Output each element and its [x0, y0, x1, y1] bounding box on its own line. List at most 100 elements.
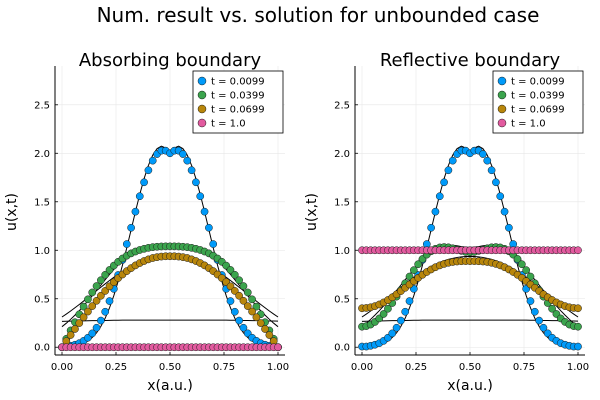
legend-label: t = 1.0: [211, 119, 246, 130]
data-point: [230, 307, 239, 316]
ticks: 0.00 0.25 0.50 0.75 1.00 0.0 0.5 1.0 1.5 2.0 2.5: [334, 100, 589, 373]
ticks: 0.00 0.25 0.50 0.75 1.00 0.0 0.5 1.0 1.5 2.0 2.5: [34, 100, 289, 373]
panel-title: Reflective boundary: [380, 50, 561, 71]
x-tick-label: 0.75: [213, 362, 235, 373]
data-point: [79, 313, 88, 322]
legend-marker: [497, 118, 507, 128]
x-tick-label: 0.00: [51, 362, 73, 373]
legend-label: t = 0.0399: [511, 91, 565, 102]
data-point: [397, 316, 405, 325]
x-tick-label: 0.25: [405, 362, 427, 373]
series-layer: [358, 146, 582, 351]
legend: t = 0.0099 t = 0.0399 t = 0.0699 t = 1.0: [192, 70, 284, 134]
legend-label: t = 0.0099: [211, 77, 265, 88]
data-point: [88, 288, 97, 297]
data-point: [574, 304, 582, 313]
panel-reflective: 0.00 0.25 0.50 0.75 1.00 0.0 0.5 1.0 1.5 2.0 2.5 R…: [304, 50, 589, 394]
legend-marker: [197, 90, 207, 100]
legend-box: [492, 70, 584, 134]
data-point: [530, 307, 539, 316]
x-tick-label: 0.50: [459, 362, 481, 373]
x-tick-label: 0.25: [105, 362, 127, 373]
data-point: [252, 302, 261, 311]
data-point: [256, 319, 265, 327]
data-point: [243, 302, 252, 310]
data-point: [574, 342, 582, 351]
data-point: [140, 178, 148, 187]
figure-title: Num. result vs. solution for unbounded c…: [97, 3, 540, 27]
data-point: [230, 270, 239, 279]
data-point: [435, 192, 444, 201]
data-point: [448, 156, 457, 165]
data-point: [535, 316, 543, 325]
data-point: [248, 307, 256, 316]
data-point: [84, 307, 92, 316]
data-point: [97, 316, 105, 325]
x-axis-label: x(a.u.): [147, 378, 193, 394]
data-point: [235, 316, 243, 325]
data-point: [183, 156, 192, 165]
legend-marker: [497, 104, 507, 114]
data-point: [88, 329, 97, 338]
y-tick-label: 2.0: [334, 149, 350, 160]
legend-marker: [197, 118, 207, 128]
legend-label: t = 0.0099: [511, 77, 565, 88]
data-point: [548, 304, 556, 313]
data-point: [66, 331, 75, 339]
x-axis-label: x(a.u.): [447, 378, 493, 394]
data-point: [97, 276, 105, 285]
x-tick-label: 1.00: [267, 362, 289, 373]
data-point: [243, 288, 252, 297]
data-point: [388, 329, 397, 338]
data-point: [379, 310, 388, 318]
x-tick-label: 0.00: [351, 362, 373, 373]
y-tick-label: 2.5: [334, 100, 350, 111]
data-point: [148, 156, 157, 165]
legend-marker: [497, 76, 507, 86]
data-point: [252, 313, 261, 322]
y-tick-label: 1.0: [34, 246, 50, 257]
data-point: [539, 323, 548, 332]
data-point: [97, 291, 105, 300]
data-point: [401, 307, 410, 316]
data-point: [239, 323, 248, 332]
y-tick-label: 1.5: [334, 197, 350, 208]
data-point: [505, 223, 513, 232]
series-1: [358, 146, 582, 351]
y-tick-label: 0.0: [34, 343, 50, 354]
y-tick-label: 0.5: [334, 294, 350, 305]
data-point: [574, 246, 582, 255]
data-point: [187, 166, 196, 175]
y-axis-label: u(x,t): [4, 193, 20, 231]
data-point: [226, 266, 235, 274]
y-axis-label: u(x,t): [304, 193, 320, 231]
data-point: [526, 297, 535, 305]
data-point: [274, 343, 282, 352]
data-point: [500, 207, 509, 216]
series-4: [358, 246, 582, 255]
legend-marker: [197, 104, 207, 114]
data-point: [92, 323, 101, 332]
data-point: [409, 266, 418, 274]
data-point: [131, 207, 140, 216]
data-point: [261, 325, 269, 333]
data-point: [414, 260, 423, 269]
legend-label: t = 0.0399: [211, 91, 265, 102]
data-point: [71, 325, 79, 333]
data-point: [122, 240, 131, 248]
legend-box: [192, 70, 284, 134]
data-point: [75, 319, 84, 327]
data-point: [239, 282, 248, 290]
data-point: [479, 150, 487, 158]
x-tick-label: 0.75: [513, 362, 535, 373]
data-point: [427, 223, 435, 232]
series-layer: [58, 146, 282, 352]
data-point: [179, 150, 187, 158]
data-point: [209, 240, 218, 248]
legend-label: t = 1.0: [511, 119, 546, 130]
data-point: [105, 297, 114, 305]
panel-title: Absorbing boundary: [79, 50, 262, 71]
data-point: [200, 207, 209, 216]
data-point: [101, 307, 110, 316]
